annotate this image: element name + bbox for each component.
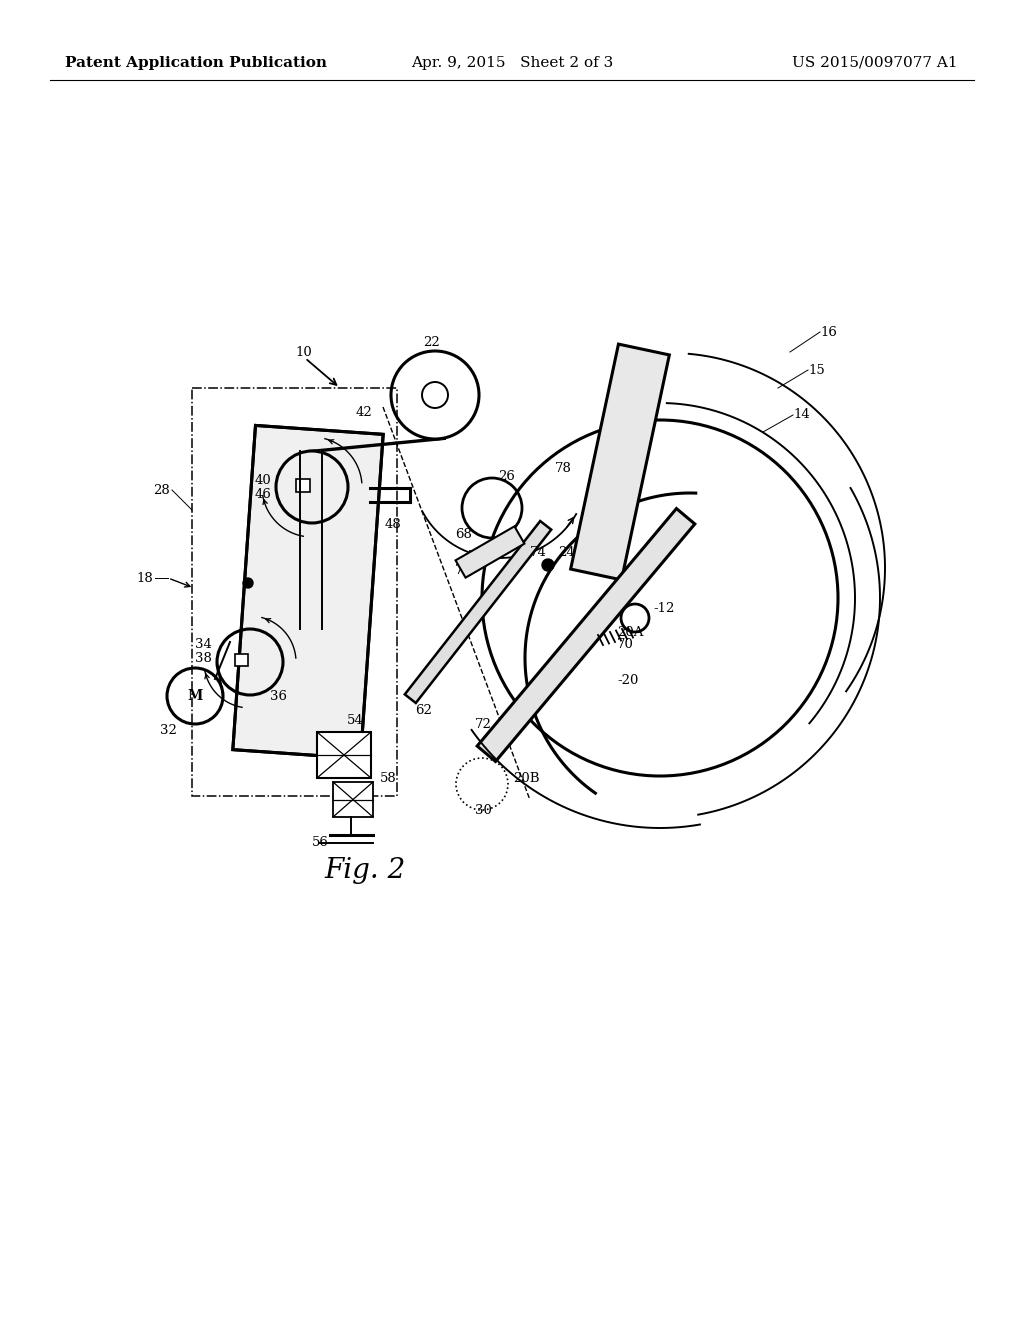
FancyBboxPatch shape bbox=[333, 781, 373, 817]
Text: 28: 28 bbox=[154, 483, 170, 496]
Polygon shape bbox=[456, 527, 524, 578]
Circle shape bbox=[243, 578, 253, 587]
Text: Fig. 2: Fig. 2 bbox=[325, 857, 406, 883]
Text: 40: 40 bbox=[254, 474, 271, 487]
Text: 20A: 20A bbox=[617, 626, 643, 639]
Text: 74: 74 bbox=[530, 545, 547, 558]
FancyBboxPatch shape bbox=[234, 653, 248, 667]
Text: 62: 62 bbox=[415, 704, 432, 717]
Text: 56-: 56- bbox=[312, 836, 334, 849]
Text: 10: 10 bbox=[295, 346, 311, 359]
Text: 16: 16 bbox=[820, 326, 837, 338]
Text: 48: 48 bbox=[385, 519, 401, 532]
Polygon shape bbox=[232, 425, 383, 759]
Polygon shape bbox=[477, 508, 695, 762]
Text: -20: -20 bbox=[617, 673, 638, 686]
Text: 38: 38 bbox=[196, 652, 212, 664]
Text: -12: -12 bbox=[653, 602, 675, 615]
Text: 24: 24 bbox=[558, 545, 574, 558]
Text: 15: 15 bbox=[808, 363, 824, 376]
Text: 68: 68 bbox=[455, 528, 472, 541]
Text: 18: 18 bbox=[136, 572, 153, 585]
Text: 26: 26 bbox=[498, 470, 515, 483]
Text: 72: 72 bbox=[475, 718, 492, 731]
Text: 22: 22 bbox=[424, 337, 440, 350]
Circle shape bbox=[542, 558, 554, 572]
Text: 34: 34 bbox=[196, 639, 212, 652]
Text: 30: 30 bbox=[474, 804, 492, 817]
Polygon shape bbox=[404, 521, 551, 704]
Text: Apr. 9, 2015   Sheet 2 of 3: Apr. 9, 2015 Sheet 2 of 3 bbox=[411, 55, 613, 70]
Text: 70: 70 bbox=[617, 639, 634, 652]
Text: 32: 32 bbox=[160, 723, 177, 737]
Text: US 2015/0097077 A1: US 2015/0097077 A1 bbox=[793, 55, 958, 70]
Text: Patent Application Publication: Patent Application Publication bbox=[65, 55, 327, 70]
Text: 20B: 20B bbox=[513, 771, 540, 784]
Text: 14: 14 bbox=[793, 408, 810, 421]
Polygon shape bbox=[570, 345, 670, 579]
Text: 36: 36 bbox=[270, 689, 287, 702]
Text: M: M bbox=[187, 689, 203, 704]
Text: 76: 76 bbox=[468, 550, 485, 564]
Text: 46: 46 bbox=[254, 487, 271, 500]
Text: 75: 75 bbox=[455, 564, 472, 577]
Text: 54: 54 bbox=[347, 714, 364, 726]
Text: 78: 78 bbox=[555, 462, 571, 474]
FancyBboxPatch shape bbox=[296, 479, 310, 492]
Text: 58: 58 bbox=[380, 771, 396, 784]
Text: 42: 42 bbox=[356, 405, 373, 418]
FancyBboxPatch shape bbox=[317, 733, 371, 777]
